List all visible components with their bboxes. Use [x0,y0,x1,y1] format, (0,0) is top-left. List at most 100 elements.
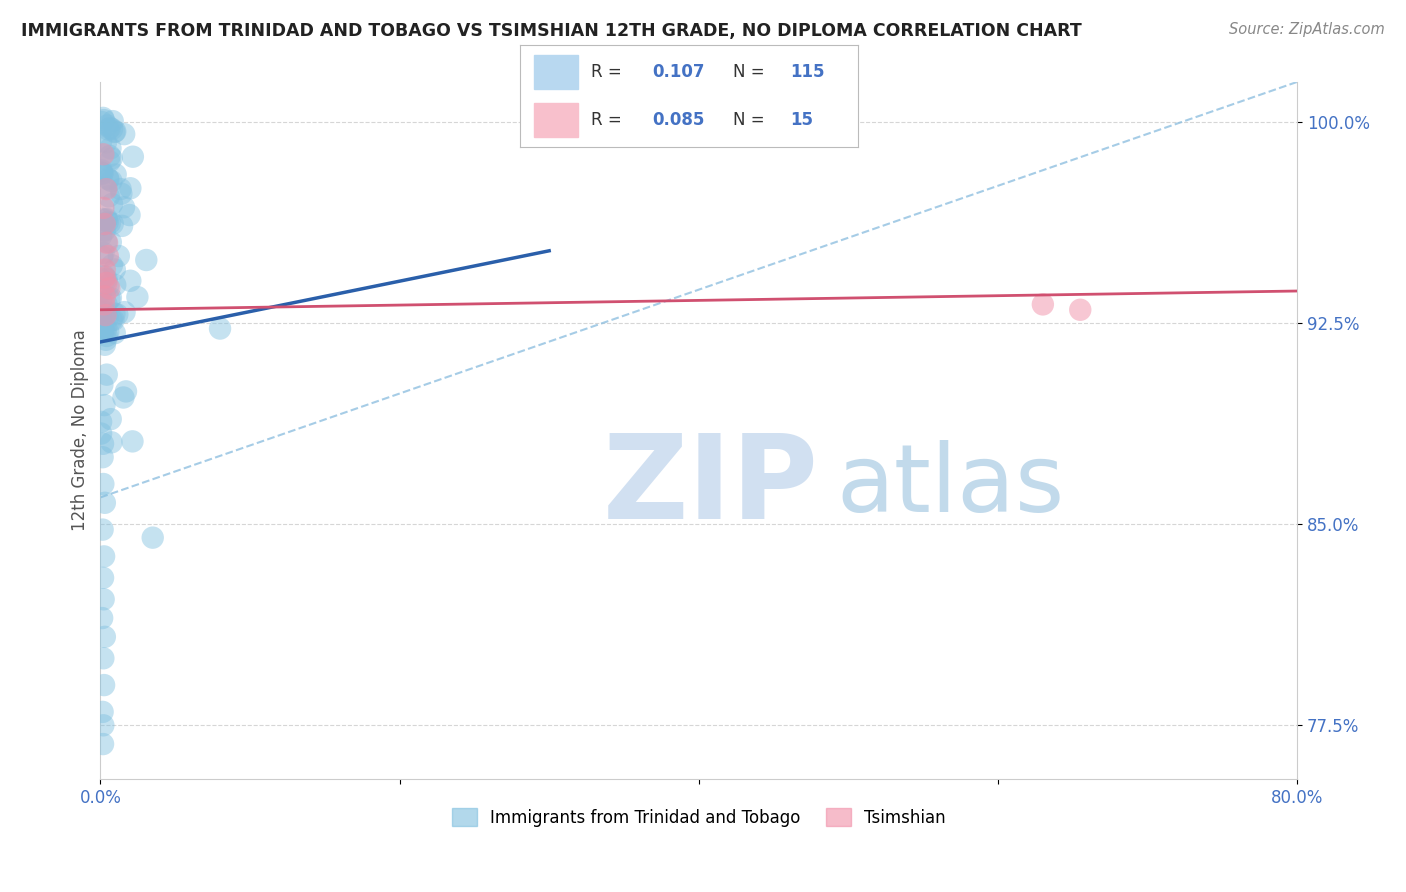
Point [93,297,115,311]
Point [127,290,149,304]
Point [101,217,124,231]
Point [96,329,118,343]
Text: Source: ZipAtlas.com: Source: ZipAtlas.com [1229,22,1385,37]
Point [121,434,143,449]
Point [103,307,125,321]
Point [97,325,120,339]
Point [91,250,114,264]
Point [93,147,115,161]
Point [98,149,121,163]
Point [96,182,118,196]
Point [91,212,114,227]
Point [91,437,114,451]
Y-axis label: 12th Grade, No Diploma: 12th Grade, No Diploma [72,329,89,532]
Point [114,305,136,319]
Text: IMMIGRANTS FROM TRINIDAD AND TOBAGO VS TSIMSHIAN 12TH GRADE, NO DIPLOMA CORRELAT: IMMIGRANTS FROM TRINIDAD AND TOBAGO VS T… [21,22,1081,40]
Point [93,201,115,215]
Text: 0.085: 0.085 [652,111,704,129]
Point [90,296,112,310]
Text: 15: 15 [790,111,813,129]
Point [97,215,120,229]
Point [91,167,114,181]
Point [93,309,115,323]
Point [97,278,120,293]
Point [96,272,118,286]
Text: R =: R = [591,111,627,129]
Point [101,197,124,211]
Point [100,291,122,305]
Point [98,121,121,136]
Point [112,200,135,214]
Point [94,136,117,150]
Point [91,166,114,180]
Point [135,252,157,267]
Point [115,384,138,399]
Point [98,216,121,230]
Point [91,218,114,232]
Point [90,310,112,324]
Point [98,281,121,295]
Point [96,212,118,227]
Point [96,235,118,250]
Point [94,289,117,303]
Point [104,326,127,340]
Point [91,737,114,751]
Legend: Immigrants from Trinidad and Tobago, Tsimshian: Immigrants from Trinidad and Tobago, Tsi… [446,802,952,833]
Point [94,496,117,510]
Point [97,122,120,136]
Point [93,323,115,337]
Point [93,592,115,607]
Point [110,186,132,201]
Point [100,141,122,155]
Point [100,174,122,188]
Point [94,333,117,347]
Point [93,477,115,491]
Point [91,571,114,585]
Point [98,154,121,169]
Point [93,217,115,231]
Point [97,172,120,186]
Text: N =: N = [733,111,769,129]
Point [90,285,112,299]
Point [93,651,115,665]
Point [94,322,117,336]
Point [105,307,128,321]
Point [90,415,112,429]
Point [91,377,114,392]
Point [1032,297,1054,311]
Point [104,277,127,292]
Point [97,249,120,263]
Point [90,165,112,179]
Point [100,313,122,327]
Point [91,319,114,334]
Point [91,523,114,537]
Text: 115: 115 [790,62,825,81]
Point [90,163,112,178]
Point [96,297,118,311]
Text: ZIP: ZIP [603,429,820,543]
Point [120,181,142,195]
Point [94,181,117,195]
Point [90,228,112,243]
Point [93,718,115,732]
Bar [534,103,578,137]
Point [142,531,165,545]
Point [94,305,117,319]
Point [101,258,124,272]
Point [100,435,122,450]
Point [90,272,112,286]
Point [91,450,114,465]
Point [110,182,132,196]
Point [91,111,114,125]
Point [93,549,115,564]
Point [96,119,118,133]
Point [1069,302,1091,317]
Point [104,262,127,277]
Point [91,611,114,625]
Text: N =: N = [733,62,769,81]
Point [91,705,114,719]
Point [103,313,125,327]
Point [93,245,115,260]
Text: 0.107: 0.107 [652,62,704,81]
Point [94,630,117,644]
